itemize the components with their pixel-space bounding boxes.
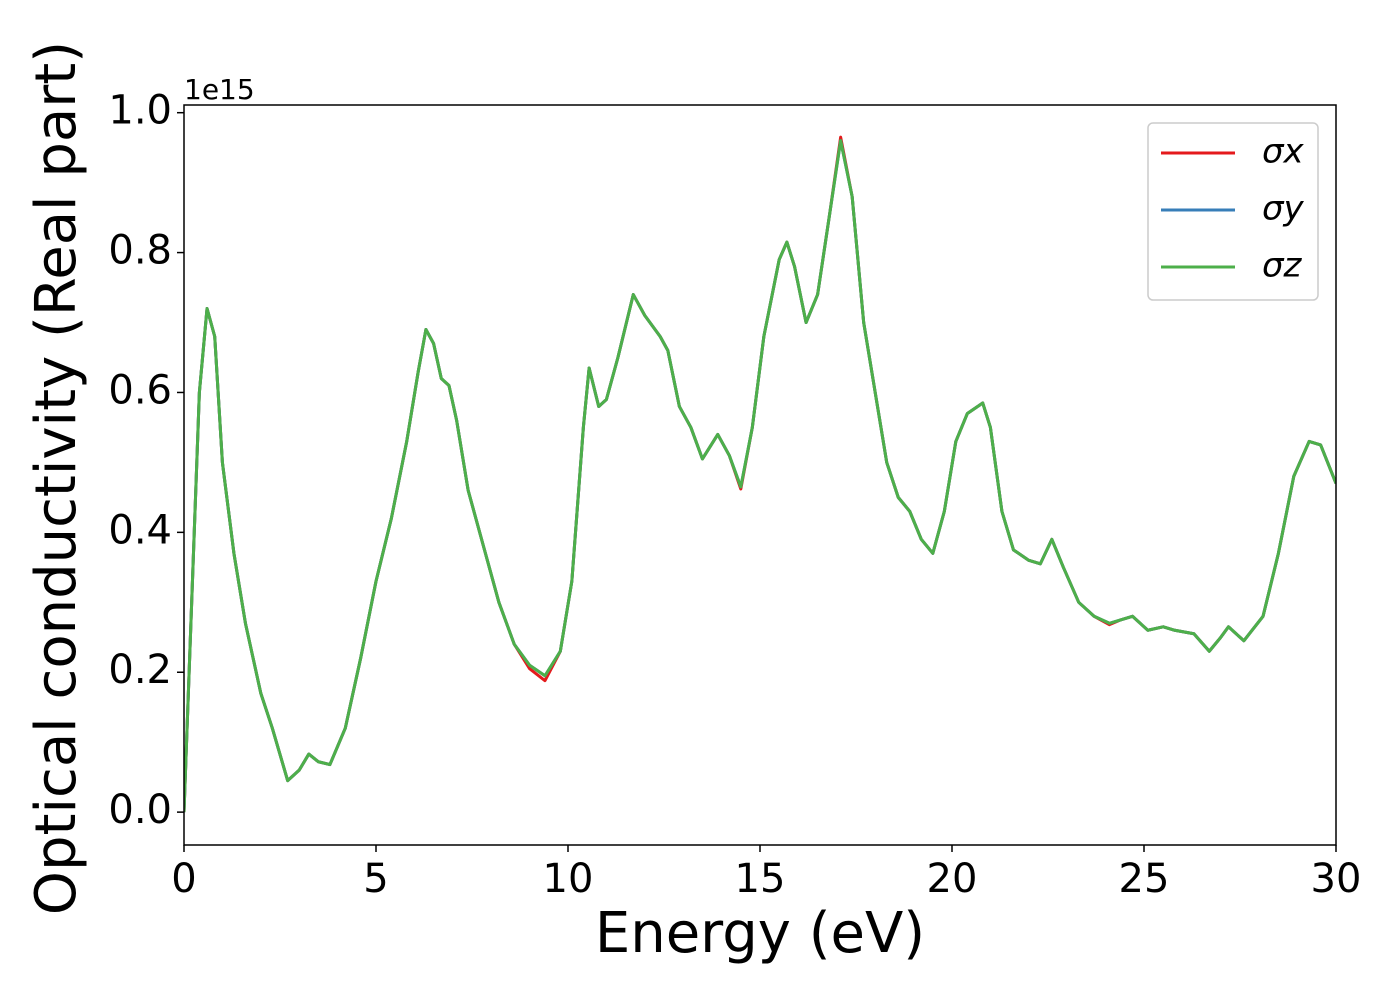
offset-label: 1e15 bbox=[184, 73, 255, 106]
x-tick-label: 30 bbox=[1311, 856, 1362, 902]
y-tick-label: 0.8 bbox=[108, 228, 172, 274]
x-axis-label: Energy (eV) bbox=[595, 901, 925, 966]
x-tick-label: 5 bbox=[363, 856, 388, 902]
plot-area bbox=[184, 135, 1336, 813]
y-tick-label: 0.2 bbox=[108, 647, 172, 693]
y-axis-label: Optical conductivity (Real part) bbox=[24, 41, 89, 915]
axes-frame bbox=[183, 104, 1337, 846]
x-tick-label: 10 bbox=[543, 856, 594, 902]
x-tick-label: 15 bbox=[735, 856, 786, 902]
legend-label: σy bbox=[1262, 189, 1305, 229]
x-tick-label: 20 bbox=[927, 856, 978, 902]
legend-label: σx bbox=[1262, 132, 1305, 172]
y-tick-label: 0.4 bbox=[108, 507, 172, 553]
x-tick-label: 0 bbox=[171, 856, 196, 902]
x-tick-label: 25 bbox=[1119, 856, 1170, 902]
y-tick-label: 1.0 bbox=[108, 88, 172, 134]
y-tick-label: 0.6 bbox=[108, 367, 172, 413]
legend-label: σz bbox=[1262, 246, 1303, 286]
line bbox=[184, 139, 1336, 813]
y-tick-label: 0.0 bbox=[108, 787, 172, 833]
